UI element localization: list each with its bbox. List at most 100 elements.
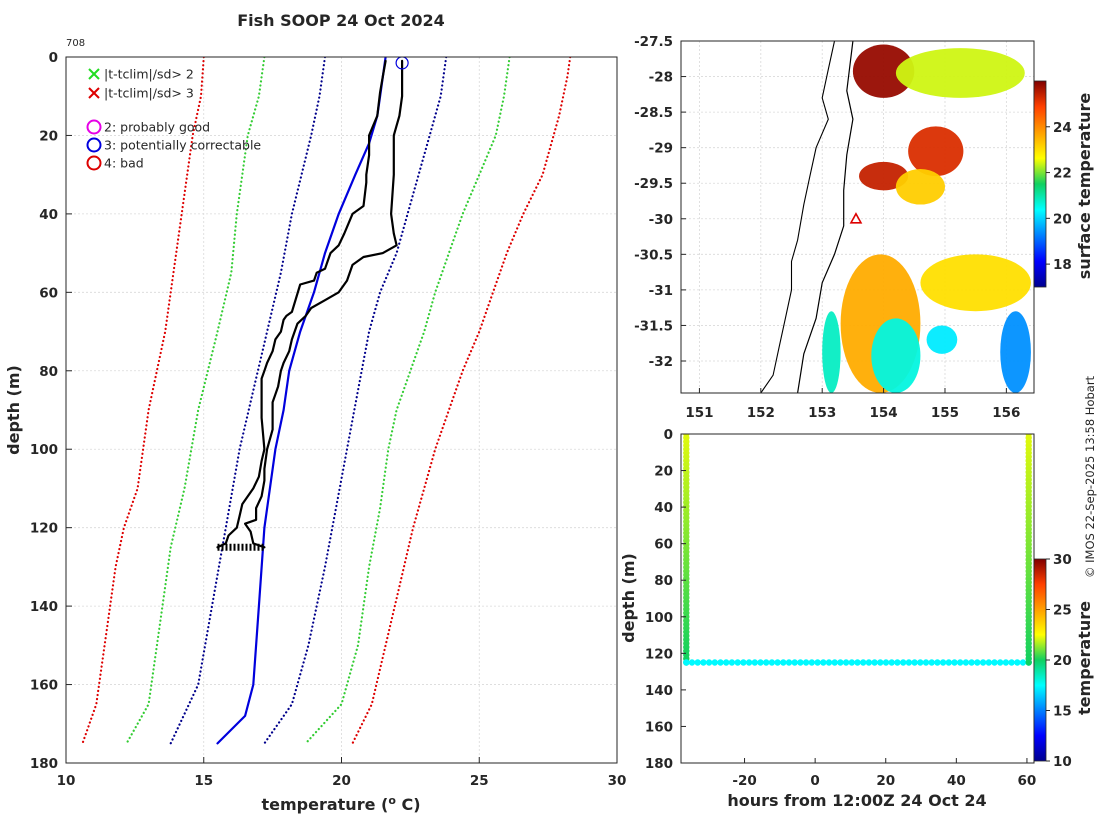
dt-cbtick-label: 30 [1053, 552, 1072, 568]
map-xtick-label: 154 [869, 405, 897, 421]
dt-point [688, 659, 696, 666]
dt-cbtick-label: 10 [1053, 754, 1072, 770]
dt-point [888, 659, 895, 666]
legend-circle-icon [86, 137, 102, 153]
credit-text: © IMOS 22-Sep-2025 13:58 Hobart [1083, 375, 1097, 578]
dt-point [751, 659, 758, 666]
map-colorbar-ticks: 18 20 22 24 [1046, 120, 1072, 273]
map-xtick-label: 153 [808, 405, 836, 421]
dt-point [951, 659, 958, 666]
dt-point [928, 659, 935, 666]
dt-point [825, 659, 833, 666]
profile-xticks: 10 15 20 25 30 [57, 757, 627, 789]
map-sst-patch [822, 311, 841, 393]
legend-label: |t-tclim|/sd> 2 [104, 67, 194, 82]
dt-xtick-label: -20 [732, 773, 756, 789]
figure-title: Fish SOOP 24 Oct 2024 [237, 11, 445, 30]
legend-label: 2: probably good [104, 120, 210, 135]
legend-x-icon [88, 68, 100, 80]
dt-point [802, 659, 810, 666]
map-ytick-label: -29 [649, 141, 673, 157]
legend-circle-icon [86, 155, 102, 171]
profile-ytick-label: 40 [39, 207, 58, 223]
dt-plot-area [681, 434, 1034, 763]
dt-point [871, 659, 878, 666]
dt-ylabel: depth (m) [619, 553, 638, 643]
dt-point [740, 659, 747, 666]
dt-point [985, 659, 992, 666]
profile-series [81, 57, 572, 745]
map-sst-patch [895, 169, 945, 205]
dt-points [683, 434, 1032, 666]
dt-point [734, 659, 741, 666]
map-xtick-label: 151 [685, 405, 713, 421]
dt-xtick-label: 0 [810, 773, 819, 789]
dt-point [705, 659, 713, 666]
profile-legend: |t-tclim|/sd> 2 |t-tclim|/sd> 3 2: probabl… [86, 67, 261, 171]
dt-point [854, 659, 861, 666]
dt-xticks: -20 0 20 40 60 [732, 758, 1036, 789]
dt-ytick-label: 180 [645, 756, 673, 772]
dt-point [717, 659, 724, 666]
map-sst-patch [859, 161, 909, 191]
map-sst-patch [920, 254, 1031, 312]
dt-colorbar-ticks: 10 15 20 25 30 [1046, 552, 1072, 770]
map-cbtick-label: 24 [1053, 120, 1072, 136]
profile-ytick-label: 80 [39, 364, 58, 380]
dt-point [814, 659, 821, 666]
map-coastline [760, 41, 836, 393]
dt-point [728, 659, 736, 666]
dt-point [968, 659, 975, 666]
dt-point [774, 659, 781, 666]
dt-point [865, 659, 873, 666]
map-sst-patch [871, 318, 921, 393]
dt-point [837, 659, 844, 666]
dt-point [974, 659, 981, 666]
map-ytick-label: -31.5 [634, 318, 673, 334]
dt-xtick-label: 40 [947, 773, 966, 789]
profile-xtick-label: 30 [608, 773, 627, 789]
dt-point [882, 659, 890, 666]
dt-point [939, 659, 947, 666]
map-colorbar-label: surface temperature [1075, 93, 1094, 280]
map-ytick-label: -32 [649, 354, 673, 370]
dt-point [860, 659, 867, 666]
profile-ytick-label: 60 [39, 285, 58, 301]
dt-point [934, 659, 941, 666]
map-sst-patches [822, 44, 1031, 393]
profile-series-climatology-mean [216, 57, 387, 745]
dt-point [945, 659, 952, 666]
profile-series-climatology-3sd-low [81, 57, 205, 745]
dt-ytick-label: 120 [645, 646, 673, 662]
legend-label: 3: potentially correctable [104, 138, 261, 153]
profile-panel: 10 15 20 25 30 0 20 40 60 80 100 120 140 160 180 temp… [4, 50, 626, 814]
map-sst-patch [926, 325, 958, 354]
dt-point [1019, 659, 1027, 666]
dt-point [1002, 659, 1010, 666]
dt-colorbar-label: temperature [1075, 601, 1094, 715]
profile-ytick-label: 140 [30, 599, 58, 615]
dt-ytick-label: 140 [645, 683, 673, 699]
dt-cbtick-label: 25 [1053, 603, 1072, 619]
map-lines [760, 41, 863, 393]
dt-point [745, 659, 753, 666]
map-ship-track [797, 41, 854, 393]
dt-point [917, 659, 924, 666]
dt-point [997, 659, 1004, 666]
dt-point [1014, 659, 1021, 666]
profile-series-climatology-2sd-high [304, 57, 511, 745]
dt-point [962, 659, 970, 666]
legend-circle-icon [86, 119, 102, 135]
profile-xtick-label: 15 [194, 773, 213, 789]
map-yticks: -27.5 -28 -28.5 -29 -29.5 -30 -30.5 -31 -31.5 -32 [634, 34, 686, 370]
legend-x-icon [88, 87, 100, 99]
dt-point [723, 659, 730, 666]
dt-colorbar [1033, 558, 1047, 762]
profile-xtick-label: 10 [57, 773, 76, 789]
profile-xtick-label: 25 [470, 773, 489, 789]
map-ytick-label: -29.5 [634, 176, 673, 192]
profile-ytick-label: 20 [39, 128, 58, 144]
profile-ytick-label: 100 [30, 442, 58, 458]
profile-series-climatology-1sd-low [169, 57, 327, 745]
profile-ytick-label: 160 [30, 678, 58, 694]
